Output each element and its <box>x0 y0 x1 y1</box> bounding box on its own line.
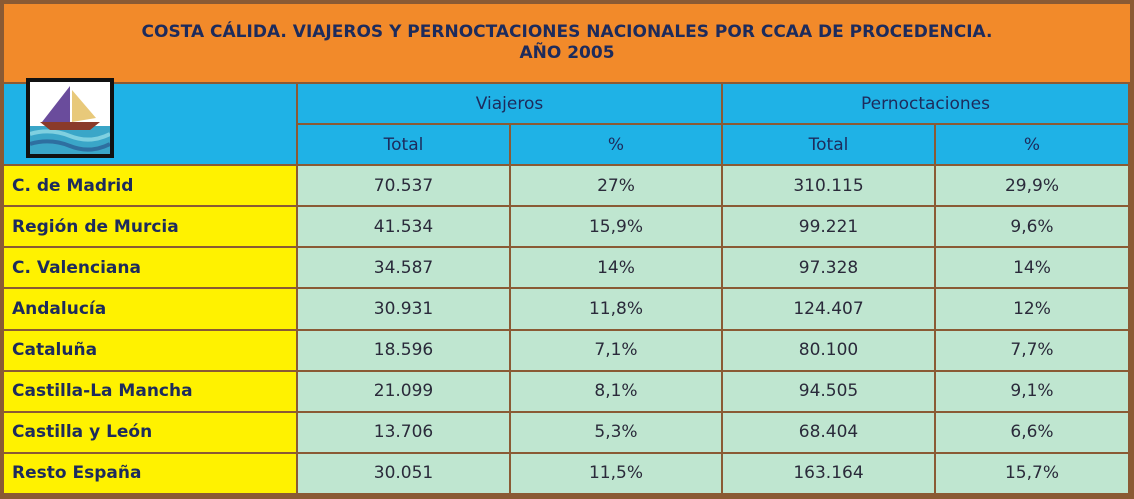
value-cell: 14% <box>936 248 1128 288</box>
value-cell: 27% <box>511 166 721 206</box>
row-label: Cataluña <box>4 330 296 370</box>
value-cell: 12% <box>936 289 1128 329</box>
value-cell: 94.505 <box>723 371 934 411</box>
value-cell: 14% <box>511 248 721 288</box>
value-cell: 80.100 <box>723 330 934 370</box>
value-cell: 9,6% <box>936 207 1128 247</box>
row-label: Andalucía <box>4 289 296 329</box>
value-cell: 41.534 <box>298 207 509 247</box>
value-cell: 11,8% <box>511 289 721 329</box>
value-cell: 8,1% <box>511 371 721 411</box>
sub-header: Total <box>723 125 934 164</box>
value-cell: 15,7% <box>936 453 1128 493</box>
row-label: Resto España <box>4 453 296 493</box>
value-cell: 18.596 <box>298 330 509 370</box>
sub-header: % <box>936 125 1128 164</box>
row-label: Región de Murcia <box>4 207 296 247</box>
value-cell: 310.115 <box>723 166 934 206</box>
row-label: Castilla-La Mancha <box>4 371 296 411</box>
group-header: Viajeros <box>298 84 721 123</box>
title-line: COSTA CÁLIDA. VIAJEROS Y PERNOCTACIONES … <box>141 22 993 42</box>
value-cell: 7,1% <box>511 330 721 370</box>
value-cell: 34.587 <box>298 248 509 288</box>
value-cell: 163.164 <box>723 453 934 493</box>
logo-cell <box>4 78 296 164</box>
value-cell: 21.099 <box>298 371 509 411</box>
sub-header: Total <box>298 125 509 164</box>
value-cell: 6,6% <box>936 412 1128 452</box>
value-cell: 15,9% <box>511 207 721 247</box>
value-cell: 29,9% <box>936 166 1128 206</box>
value-cell: 30.051 <box>298 453 509 493</box>
value-cell: 9,1% <box>936 371 1128 411</box>
value-cell: 68.404 <box>723 412 934 452</box>
value-cell: 97.328 <box>723 248 934 288</box>
row-label: Castilla y León <box>4 412 296 452</box>
logo <box>26 78 114 158</box>
value-cell: 5,3% <box>511 412 721 452</box>
row-label: C. de Madrid <box>4 166 296 206</box>
value-cell: 99.221 <box>723 207 934 247</box>
value-cell: 11,5% <box>511 453 721 493</box>
value-cell: 7,7% <box>936 330 1128 370</box>
value-cell: 70.537 <box>298 166 509 206</box>
value-cell: 30.931 <box>298 289 509 329</box>
value-cell: 13.706 <box>298 412 509 452</box>
group-header: Pernoctaciones <box>723 84 1128 123</box>
title-line: AÑO 2005 <box>519 43 615 63</box>
sub-header: % <box>511 125 721 164</box>
value-cell: 124.407 <box>723 289 934 329</box>
title: COSTA CÁLIDA. VIAJEROS Y PERNOCTACIONES … <box>4 4 1130 82</box>
row-label: C. Valenciana <box>4 248 296 288</box>
